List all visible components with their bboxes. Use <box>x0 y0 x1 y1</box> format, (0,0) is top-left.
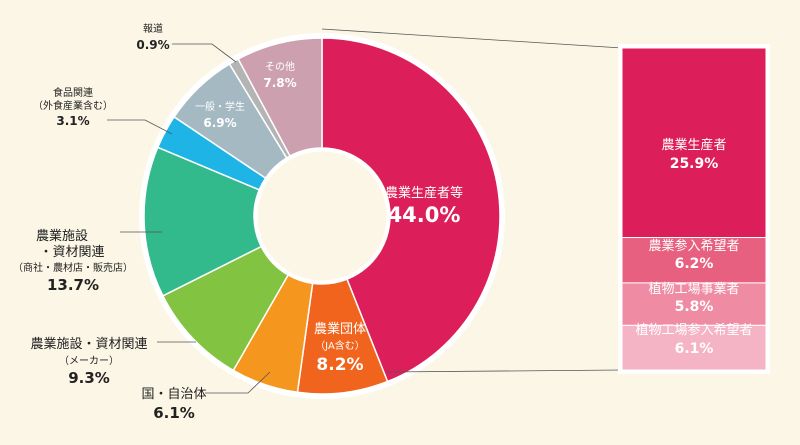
label-other-value: 7.8% <box>263 76 296 90</box>
breakdown-segment-0 <box>621 47 767 239</box>
label-press-value: 0.9% <box>136 38 169 52</box>
bar-label-2-value: 5.8% <box>675 299 714 315</box>
bar-label-0-name: 農業生産者 <box>661 137 726 153</box>
donut-slice-4 <box>143 146 263 297</box>
label-food-name: 食品関連 <box>53 86 93 99</box>
label-food-value: 3.1% <box>56 114 89 128</box>
bar-label-1-name: 農業参入希望者 <box>648 238 739 254</box>
label-gov-name: 国・自治体 <box>141 387 206 402</box>
label-gov-value: 6.1% <box>153 404 195 422</box>
bar-label-3-name: 植物工場参入希望者 <box>635 322 752 338</box>
label-press-name: 報道 <box>143 22 163 35</box>
label-trader-line2: ・資材関連 <box>39 245 104 260</box>
breakdown-segment-3 <box>621 324 767 371</box>
label-general-name: 一般・学生 <box>195 100 245 113</box>
label-trader-line1: 農業施設 <box>36 228 88 244</box>
label-ja-name: 農業団体 <box>314 321 366 337</box>
breakdown-connector-bottom <box>385 369 623 373</box>
breakdown-segment-1 <box>621 237 767 284</box>
label-trader-value: 13.7% <box>47 276 99 294</box>
label-ja-value: 8.2% <box>316 355 363 375</box>
leader-gov <box>205 371 271 394</box>
bar-label-2-name: 植物工場事業者 <box>648 281 739 297</box>
leader-food <box>107 119 173 135</box>
bar-label-3-value: 6.1% <box>675 341 714 357</box>
label-general-value: 6.9% <box>203 116 236 130</box>
breakdown-connector-top <box>321 28 623 49</box>
label-food-sub: （外食産業含む） <box>33 99 113 112</box>
donut-hole <box>254 148 390 284</box>
label-other-name: その他 <box>265 60 295 73</box>
donut-slices <box>143 37 501 395</box>
label-ja-sub: （JA含む） <box>315 339 365 352</box>
label-producers-name: 農業生産者等 <box>385 185 463 201</box>
label-producers-value: 44.0% <box>388 203 461 227</box>
donut-slice-8 <box>237 37 323 158</box>
leader-press <box>172 43 237 63</box>
bar-label-0-value: 25.9% <box>670 156 719 172</box>
label-maker-sub: （メーカー） <box>59 355 119 367</box>
label-trader-sub: （商社・農材店・販売店） <box>13 261 133 274</box>
bar-label-1-value: 6.2% <box>675 256 714 272</box>
donut-slice-0 <box>321 37 501 383</box>
label-maker-value: 9.3% <box>68 369 110 387</box>
label-maker-name: 農業施設・資材関連 <box>30 336 147 352</box>
breakdown-bar-segments <box>621 47 767 371</box>
